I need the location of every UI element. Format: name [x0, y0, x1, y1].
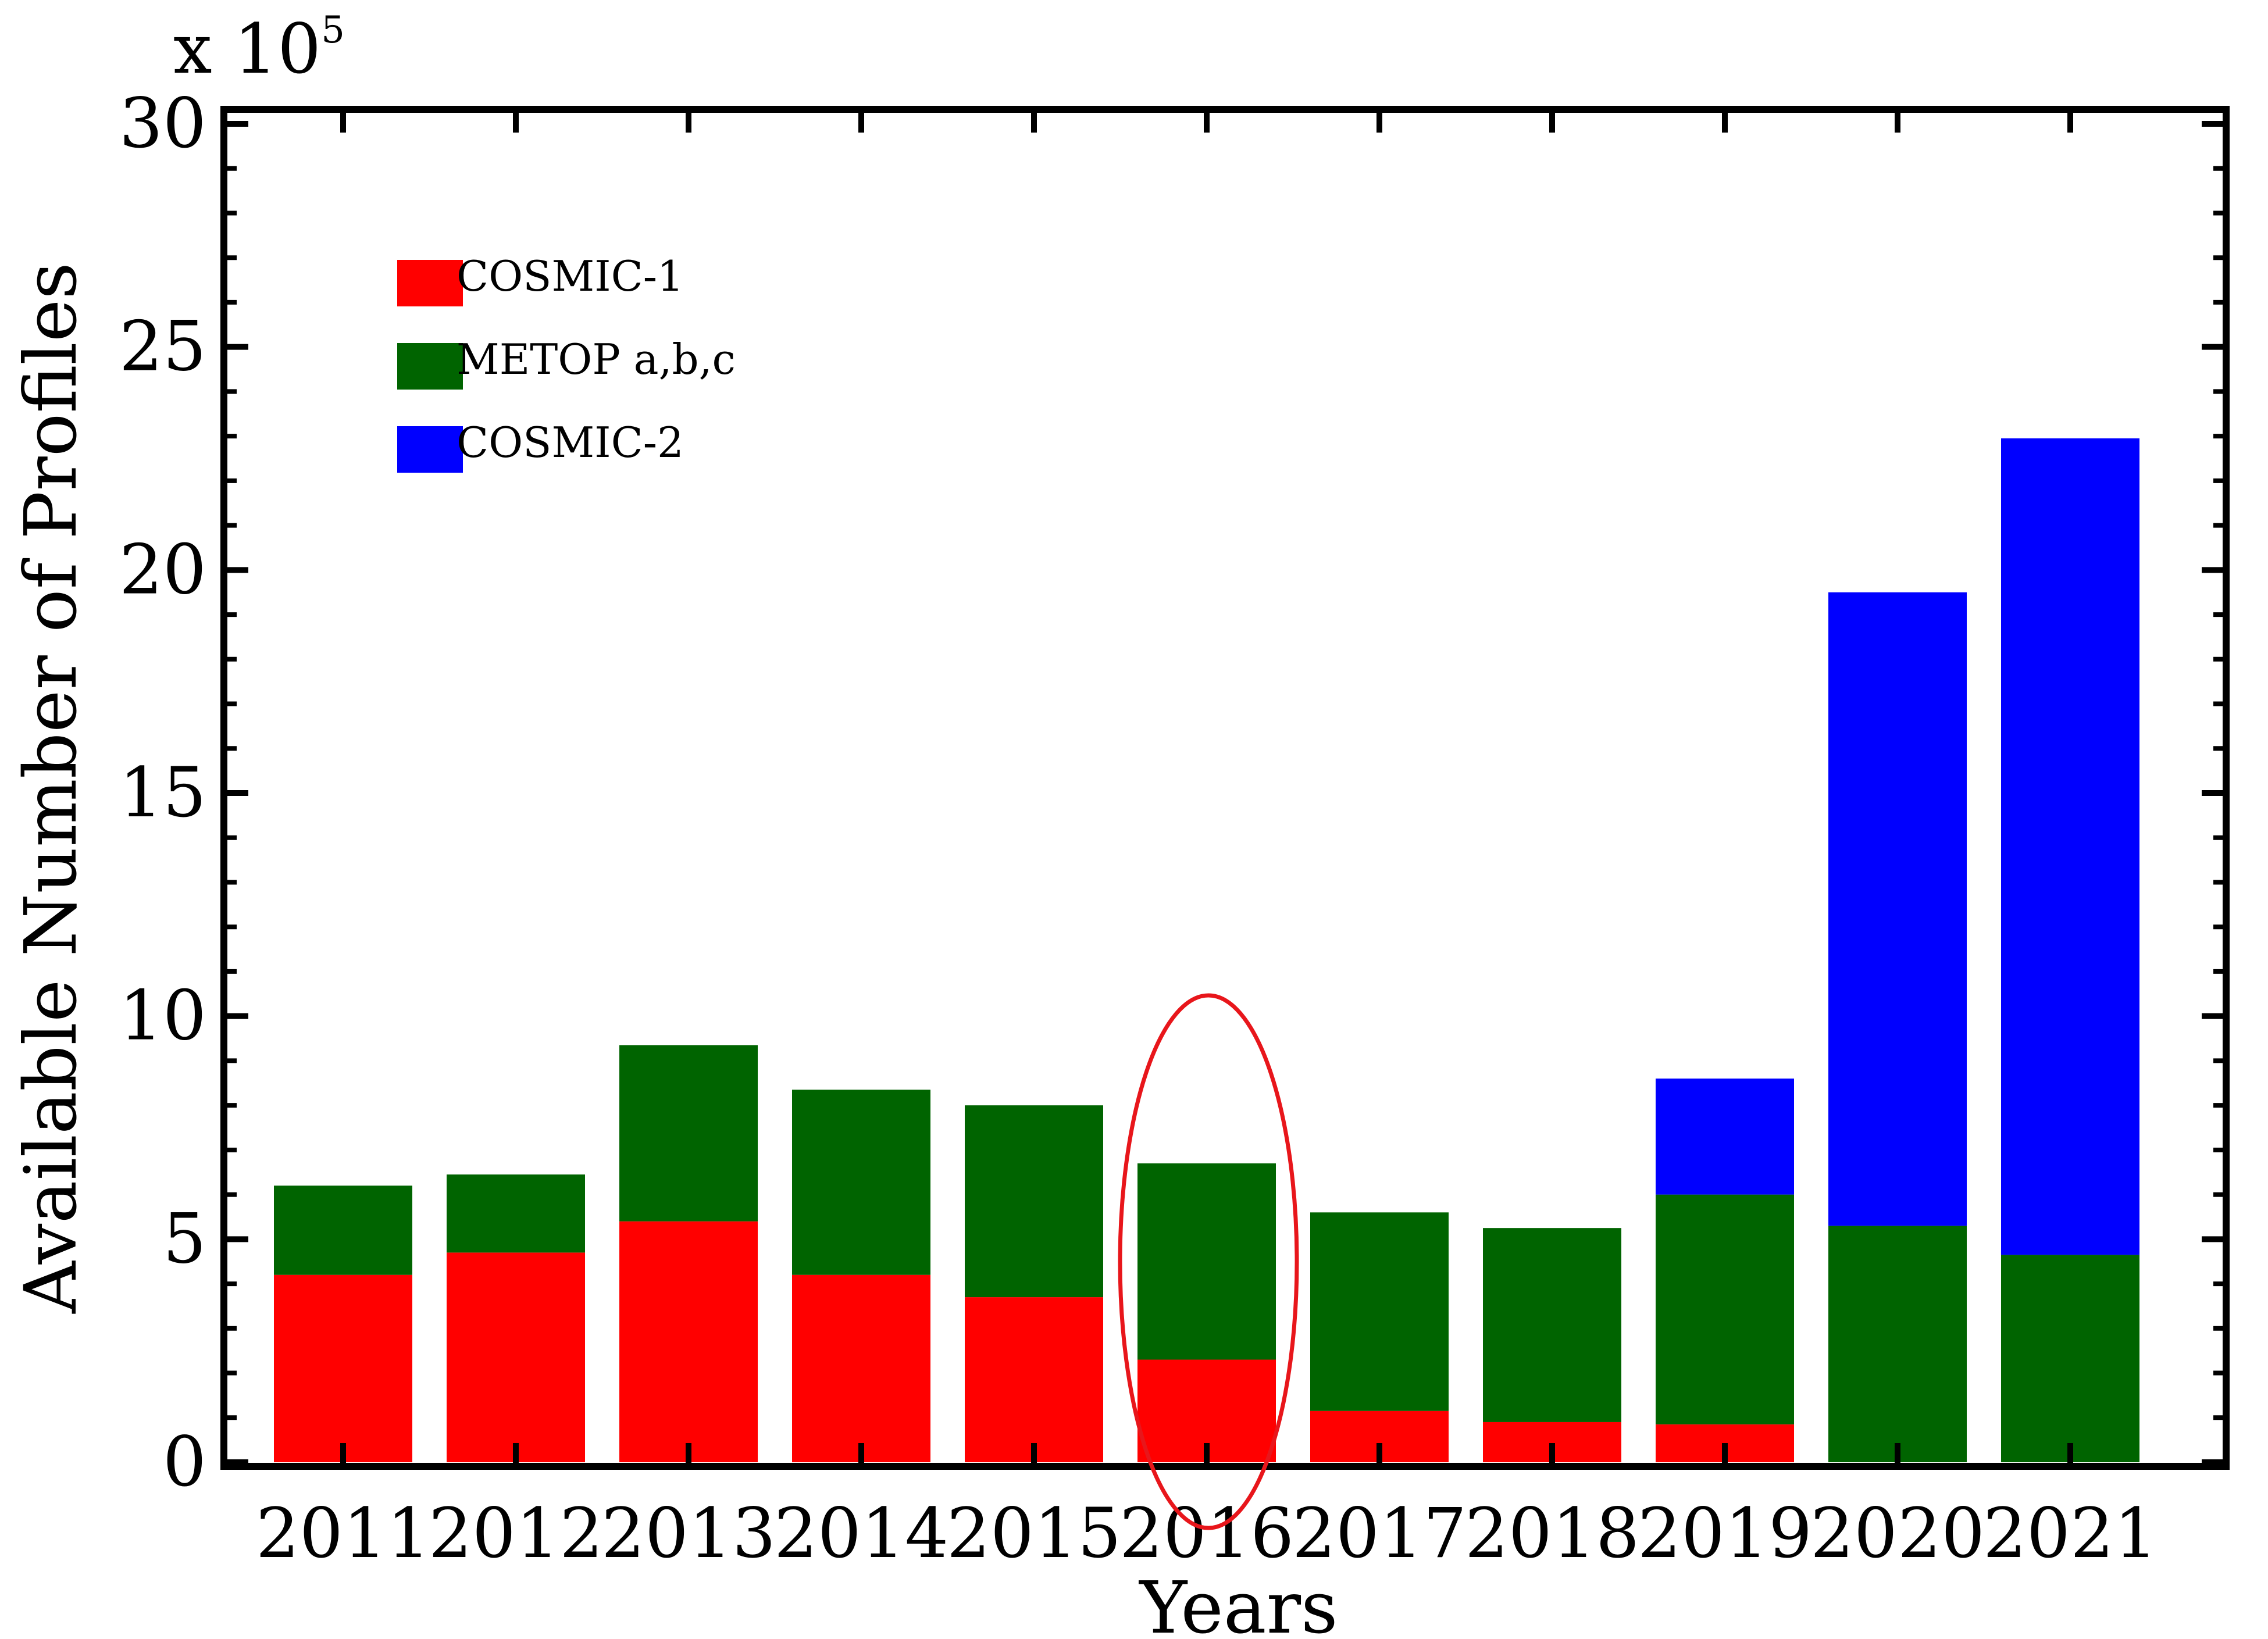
x-tick-label-2011: 2011 [256, 1493, 430, 1573]
bar-2020-series-3 [1828, 592, 1967, 1226]
y-multiplier: x 105 [173, 9, 345, 89]
x-tick-label-2019: 2019 [1638, 1493, 1812, 1573]
bar-2021-series-2 [2001, 1255, 2139, 1462]
legend-label-2: METOP a,b,c [457, 335, 736, 384]
y-tick-label: 10 [119, 976, 206, 1056]
annotations-layer [1118, 993, 1299, 1530]
bar-2011-series-1 [274, 1274, 412, 1462]
x-tick-label-2020: 2020 [1810, 1493, 1985, 1573]
y-tick-label: 20 [119, 529, 206, 609]
y-tick-label: 5 [163, 1198, 206, 1279]
x-tick-label-2016: 2016 [1119, 1493, 1294, 1573]
highlight-ellipse-2016 [1118, 993, 1299, 1530]
bar-2015-series-1 [965, 1297, 1103, 1462]
legend: COSMIC-1 METOP a,b,c COSMIC-2 [397, 252, 736, 473]
y-tick-label: 30 [119, 83, 206, 163]
x-tick-label-2012: 2012 [429, 1493, 603, 1573]
bar-2014-series-2 [792, 1090, 930, 1275]
y-tick-label: 25 [119, 306, 206, 387]
bar-2014-series-1 [792, 1274, 930, 1462]
plot-frame [220, 106, 2230, 1470]
bar-2015-series-2 [965, 1105, 1103, 1298]
x-tick-label-2013: 2013 [601, 1493, 776, 1573]
bar-2011-series-2 [274, 1185, 412, 1275]
legend-swatch-1 [397, 260, 463, 306]
x-tick-label-2014: 2014 [774, 1493, 948, 1573]
x-tick-label-2017: 2017 [1292, 1493, 1467, 1573]
y-axis: 0 5 10 15 20 25 30 [119, 83, 2226, 1502]
x-tick-label-2021: 2021 [1983, 1493, 2158, 1573]
bar-2019-series-3 [1656, 1079, 1794, 1195]
bar-2012-series-1 [447, 1252, 585, 1462]
bars-layer [274, 438, 2139, 1462]
legend-label-3: COSMIC-2 [457, 418, 684, 467]
bar-2013-series-2 [619, 1045, 758, 1222]
y-axis-title: Available Number of Profiles [9, 262, 93, 1314]
y-tick-label: 0 [163, 1422, 206, 1502]
x-axis: 2011201220132014201520162017201820192020… [256, 109, 2158, 1573]
bar-2012-series-2 [447, 1174, 585, 1253]
legend-swatch-2 [397, 343, 463, 390]
y-tick-label: 15 [119, 752, 206, 833]
bar-2021-series-3 [2001, 438, 2139, 1255]
bar-2018-series-2 [1483, 1228, 1621, 1422]
x-axis-title: Years [1138, 1566, 1338, 1639]
bar-2019-series-2 [1656, 1194, 1794, 1424]
x-tick-label-2018: 2018 [1465, 1493, 1639, 1573]
legend-label-1: COSMIC-1 [457, 252, 684, 301]
bar-2017-series-2 [1310, 1212, 1449, 1411]
legend-swatch-3 [397, 426, 463, 473]
bar-2013-series-1 [619, 1221, 758, 1462]
bar-2020-series-2 [1828, 1226, 1967, 1462]
bar-2016-series-2 [1137, 1163, 1276, 1360]
x-tick-label-2015: 2015 [947, 1493, 1121, 1573]
